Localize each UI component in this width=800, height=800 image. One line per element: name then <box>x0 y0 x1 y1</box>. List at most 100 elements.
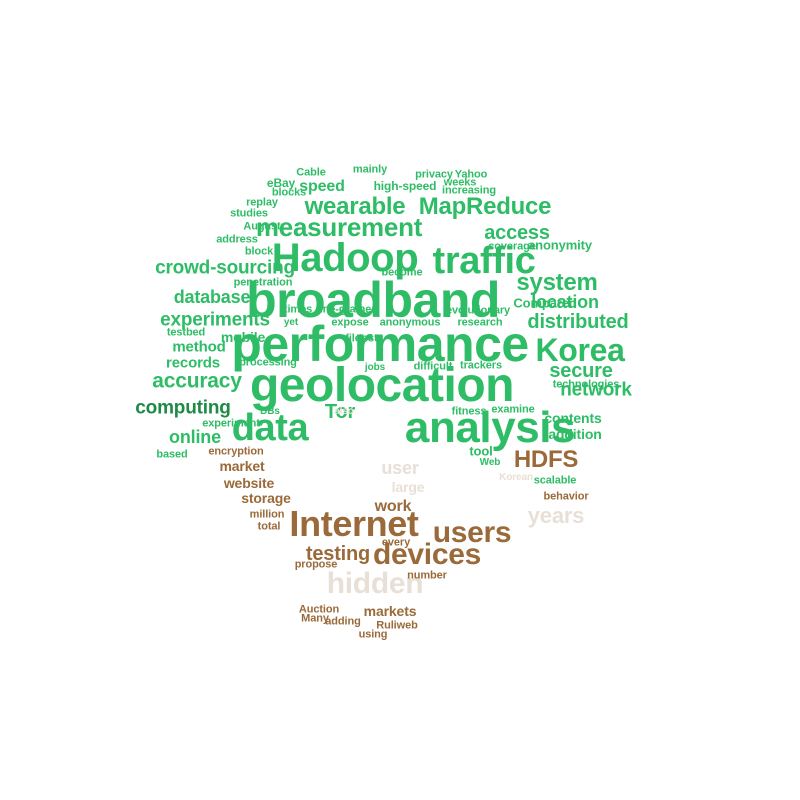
cloud-word: blocks <box>271 186 307 199</box>
cloud-word: propose <box>294 558 338 571</box>
cloud-word: adding <box>325 615 361 628</box>
cloud-word: database <box>173 287 251 307</box>
cloud-word: jobs <box>364 362 386 373</box>
cloud-word: location <box>531 292 599 312</box>
cloud-word: network <box>560 379 632 401</box>
cloud-word: traffic <box>432 240 536 282</box>
cloud-word: privacy <box>415 168 453 181</box>
cloud-word: replay <box>246 196 278 209</box>
cloud-word: research <box>457 316 503 329</box>
cloud-word: experiments <box>160 309 270 331</box>
cloud-word: Korea <box>535 332 625 368</box>
cloud-word: DBs <box>260 406 280 417</box>
cloud-word: Web <box>479 457 501 468</box>
cloud-word: block <box>244 245 274 258</box>
cloud-word: HDFS <box>513 446 579 473</box>
cloud-word: storage <box>241 490 291 506</box>
cloud-word: anonymity <box>528 237 592 253</box>
cloud-word: processing <box>239 356 297 369</box>
cloud-word: distributed <box>527 311 629 333</box>
cloud-word: address <box>216 233 258 246</box>
cloud-word: work <box>374 498 412 515</box>
cloud-word: coverage <box>488 240 536 253</box>
cloud-word: user <box>381 458 419 478</box>
cloud-word: devices <box>373 538 481 571</box>
cloud-word: mobile <box>220 329 266 345</box>
cloud-word: MapReduce <box>418 193 552 220</box>
cloud-word: Auction <box>298 603 340 616</box>
cloud-word: experiment <box>202 417 260 430</box>
cloud-word: website <box>223 475 275 491</box>
cloud-word: market <box>219 458 265 474</box>
cloud-word: Korean <box>499 472 533 483</box>
cloud-word: using <box>358 628 388 641</box>
cloud-word: years <box>527 503 585 528</box>
cloud-word: contents <box>544 410 602 426</box>
cloud-word: anonymous <box>379 316 441 329</box>
cloud-word: eBay <box>266 176 296 190</box>
cloud-word: high-speed <box>373 179 437 193</box>
cloud-word: markets <box>363 603 417 619</box>
cloud-word: increasing <box>442 184 496 197</box>
cloud-word: encryption <box>208 445 264 458</box>
cloud-word: Many <box>301 612 329 625</box>
cloud-word: fine-grained <box>316 303 378 316</box>
cloud-word: penetration <box>233 276 293 289</box>
cloud-word: online <box>169 427 221 447</box>
cloud-word: Compared <box>513 295 577 311</box>
cloud-word: measurement <box>255 212 423 242</box>
cloud-word: Tor <box>324 401 356 423</box>
cloud-word: secure <box>549 360 613 382</box>
cloud-word: Ruliweb <box>376 619 418 632</box>
cloud-word: examine <box>491 403 535 416</box>
cloud-word: Hadoop <box>271 236 419 280</box>
cloud-word: behavior <box>543 490 589 503</box>
cloud-word: evolutionary <box>445 304 511 317</box>
cloud-word: also <box>334 406 354 417</box>
cloud-word: testbed <box>166 326 206 339</box>
cloud-word: Cable <box>296 166 326 179</box>
cloud-word: test <box>358 332 378 345</box>
cloud-word: wearable <box>304 193 406 220</box>
cloud-word: August <box>243 220 281 233</box>
cloud-word: accuracy <box>152 369 242 393</box>
cloud-word: difficult <box>413 360 453 373</box>
cloud-word: every <box>381 536 411 549</box>
cloud-word: hidden <box>326 567 424 600</box>
cloud-word: geolocation <box>249 359 515 412</box>
cloud-word: file <box>345 332 361 345</box>
cloud-word: scalable <box>533 474 577 487</box>
cloud-word: broadband <box>246 272 500 328</box>
cloud-word: yet <box>283 317 299 328</box>
cloud-word: testing <box>305 543 371 565</box>
cloud-word: mainly <box>352 163 388 176</box>
cloud-word: weeks <box>443 176 477 189</box>
cloud-word: based <box>156 448 188 461</box>
cloud-word: analysis <box>404 403 576 452</box>
cloud-word: times <box>283 303 313 316</box>
cloud-word: large <box>391 479 425 495</box>
cloud-word: trackers <box>460 359 502 372</box>
cloud-word: become <box>381 266 423 279</box>
cloud-word: Internet <box>289 503 419 544</box>
cloud-word: data <box>231 407 309 449</box>
cloud-word: speed <box>299 178 345 195</box>
cloud-word: system <box>516 269 598 296</box>
cloud-word: tool <box>469 443 493 459</box>
cloud-word: performance <box>231 316 529 372</box>
cloud-word: technologies <box>552 378 620 391</box>
cloud-word: crowd-sourcing <box>155 257 295 279</box>
cloud-word: access <box>484 222 550 244</box>
cloud-word: total <box>257 520 281 533</box>
cloud-word: million <box>249 508 285 521</box>
cloud-word: records <box>166 354 220 372</box>
cloud-word: fitness <box>451 405 487 418</box>
cloud-word: method <box>172 338 226 356</box>
cloud-word: studies <box>230 207 268 220</box>
cloud-word: addition <box>548 426 602 442</box>
cloud-word: users <box>432 516 512 549</box>
cloud-word: computing <box>135 397 231 419</box>
cloud-word: number <box>407 569 447 582</box>
cloud-word: Yahoo <box>454 168 488 181</box>
